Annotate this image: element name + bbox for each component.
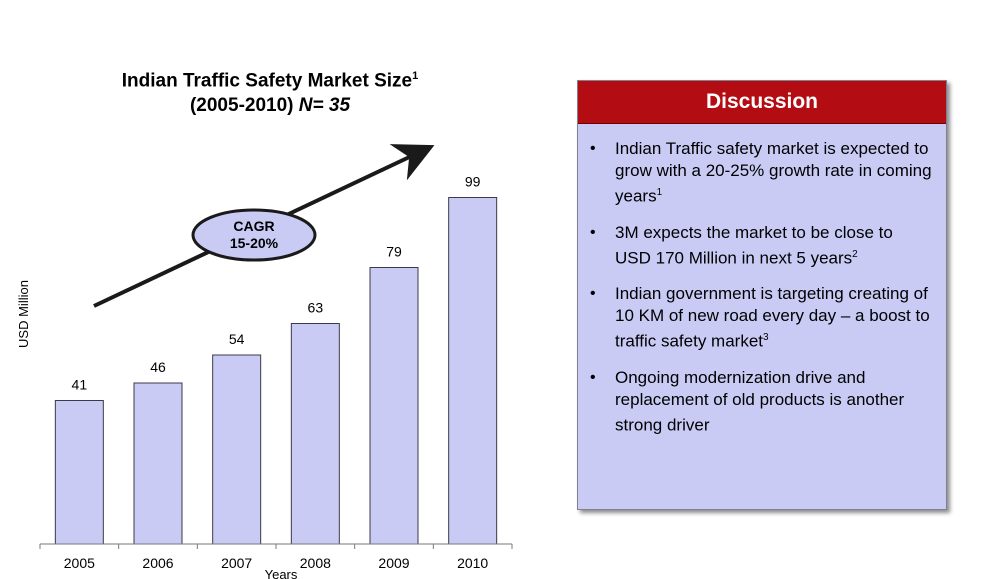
x-tick-label-2009: 2009 <box>378 555 409 571</box>
chart-subtitle: (2005-2010) <box>189 95 294 117</box>
bar-chart: 41 46 54 63 79 99 2005 2006 2007 2008 2009 2010 Ye… <box>16 144 513 579</box>
chart-subtitle-line: (2005-2010) N= 35 <box>40 93 500 118</box>
bullet-icon: • <box>590 285 596 303</box>
bullet-icon: • <box>590 223 596 241</box>
x-tick-label-2008: 2008 <box>300 555 331 571</box>
chart-title-line: Indian Traffic Safety Market Size1 <box>40 64 500 93</box>
value-label-2008: 63 <box>308 300 324 316</box>
chart-title-block: Indian Traffic Safety Market Size1 (2005… <box>40 64 500 118</box>
x-tick-labels-layer: 2005 2006 2007 2008 2009 2010 <box>64 555 489 571</box>
discussion-item-footnote: 1 <box>656 187 663 198</box>
discussion-item: • Indian government is targeting creating… <box>590 283 932 353</box>
bar-2010 <box>448 197 498 545</box>
value-label-2007: 54 <box>229 331 245 347</box>
cagr-label: CAGR <box>233 218 274 234</box>
discussion-item-text: Ongoing modernization drive and replacem… <box>615 367 905 435</box>
x-tick-label-2006: 2006 <box>142 555 173 571</box>
discussion-item: • 3M expects the market to be close to US… <box>590 222 932 270</box>
x-tick-label-2005: 2005 <box>64 555 95 571</box>
value-labels-layer: 41 46 54 63 79 99 <box>72 174 481 393</box>
discussion-item: • Ongoing modernization drive and replace… <box>590 367 932 437</box>
x-tick-label-2007: 2007 <box>221 555 252 571</box>
cagr-value: 15-20% <box>230 235 279 251</box>
x-axis-ticks <box>39 544 513 549</box>
value-label-2010: 99 <box>465 174 481 190</box>
bar-2008 <box>290 323 340 545</box>
x-axis-label: Years <box>265 567 298 579</box>
discussion-item: • Indian Traffic safety market is expecte… <box>590 138 932 208</box>
bullet-icon: • <box>590 140 596 157</box>
bar-2009 <box>369 267 419 545</box>
discussion-item-footnote: 2 <box>852 248 858 260</box>
bars-layer <box>54 197 498 545</box>
bullet-icon: • <box>590 368 596 386</box>
y-axis-label: USD Million <box>16 280 31 348</box>
discussion-item-footnote: 3 <box>763 332 769 344</box>
x-tick-label-2010: 2010 <box>457 555 488 571</box>
discussion-panel: Discussion • Indian Traffic safety market… <box>577 80 947 510</box>
bar-2007 <box>212 354 262 545</box>
chart-title-footnote: 1 <box>412 70 419 82</box>
value-label-2009: 79 <box>386 244 402 260</box>
bar-2005 <box>54 400 104 545</box>
chart-title: Indian Traffic Safety Market Size <box>121 70 413 92</box>
discussion-item-text: Indian government is targeting creating … <box>615 284 930 351</box>
chart-sample-size: N= 35 <box>298 95 351 117</box>
cagr-bubble <box>191 208 317 262</box>
bar-2006 <box>133 382 183 545</box>
discussion-item-text: Indian Traffic safety market is expected… <box>615 139 932 206</box>
value-label-2005: 41 <box>72 377 88 393</box>
value-label-2006: 46 <box>150 359 166 375</box>
discussion-header: Discussion <box>578 81 946 124</box>
discussion-item-text: 3M expects the market to be close to USD… <box>615 222 893 268</box>
discussion-list: • Indian Traffic safety market is expecte… <box>578 124 946 437</box>
